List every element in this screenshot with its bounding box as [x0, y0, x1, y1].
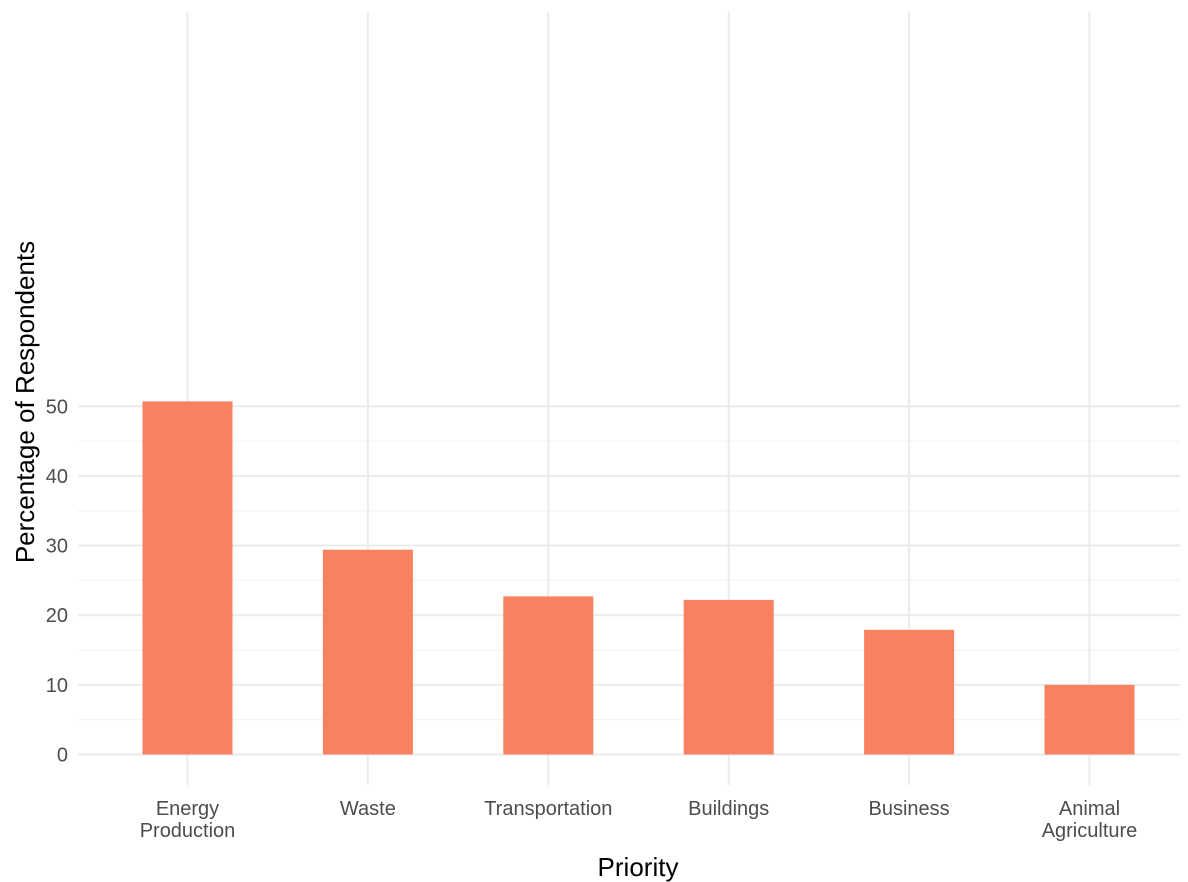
- x-tick-label: Business: [869, 798, 950, 820]
- x-tick-label-line: Animal: [1059, 798, 1120, 820]
- x-tick-labels: Energy Production Waste Transportation Build…: [140, 798, 1138, 842]
- y-tick-label: 30: [46, 536, 68, 558]
- y-tick-label: 50: [46, 396, 68, 418]
- x-tick-label: Animal Agriculture: [1042, 798, 1138, 842]
- x-axis-title: Priority: [598, 852, 679, 882]
- x-tick-label-line: Buildings: [688, 798, 769, 820]
- bar: [322, 549, 413, 755]
- x-tick-label: Transportation: [484, 798, 612, 820]
- y-tick-label: 20: [46, 605, 68, 627]
- minor-gridlines: [78, 440, 1180, 721]
- x-tick-label-line: Waste: [340, 798, 396, 820]
- bar: [864, 629, 955, 755]
- x-tick-label-line: Energy: [156, 798, 219, 820]
- x-tick-label-line: Production: [140, 820, 236, 842]
- y-tick-label: 0: [57, 745, 68, 767]
- x-tick-label-line: Agriculture: [1042, 820, 1138, 842]
- x-tick-label-line: Business: [869, 798, 950, 820]
- bar: [1044, 684, 1135, 755]
- x-tick-label: Energy Production: [140, 798, 236, 842]
- bar: [503, 596, 594, 755]
- y-axis-title: Percentage of Respondents: [10, 241, 40, 563]
- major-gridlines: [78, 12, 1180, 785]
- bar: [683, 599, 774, 755]
- y-tick-label: 10: [46, 675, 68, 697]
- bar: [142, 401, 233, 755]
- y-tick-label: 40: [46, 466, 68, 488]
- x-tick-label: Waste: [340, 798, 396, 820]
- x-tick-label-line: Transportation: [484, 798, 612, 820]
- y-tick-labels: 0 10 20 30 40 50: [46, 396, 68, 766]
- bars: [142, 401, 1135, 755]
- x-tick-label: Buildings: [688, 798, 769, 820]
